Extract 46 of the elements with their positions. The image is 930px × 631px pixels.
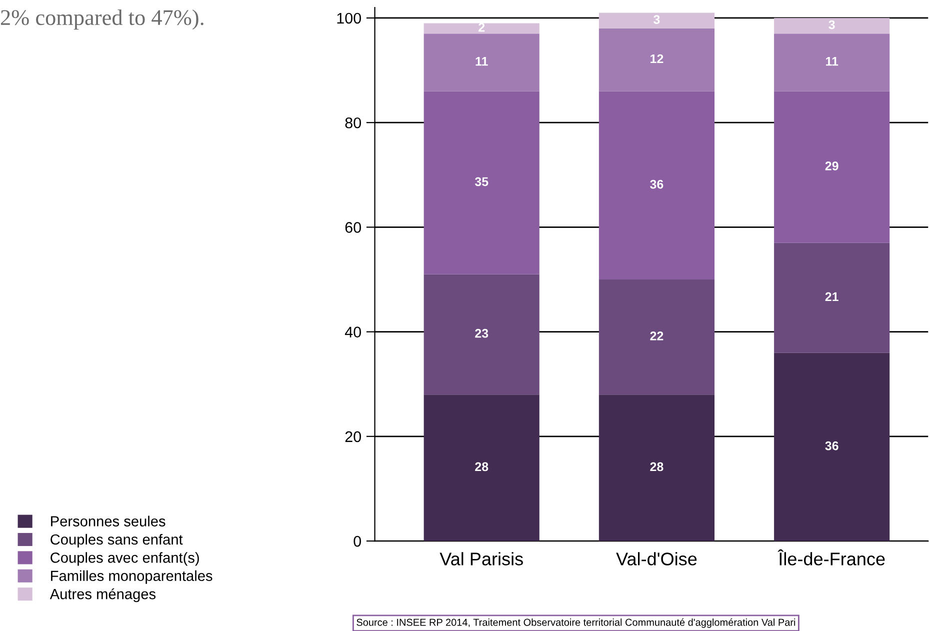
data-label: 3: [828, 20, 835, 30]
x-tick-label: Val-d'Oise: [616, 552, 697, 566]
x-tick-label: Île-de-France: [778, 549, 885, 566]
y-tick-label: 0: [354, 536, 361, 547]
legend-label: Personnes seules: [51, 516, 166, 526]
bar: [424, 274, 540, 395]
bar: [424, 34, 540, 92]
data-label: 36: [650, 180, 664, 189]
y-tick-label: 100: [337, 12, 361, 24]
data-label: 29: [825, 162, 838, 170]
bar: [774, 352, 890, 542]
bar: [424, 23, 540, 34]
data-label: 28: [475, 462, 488, 472]
bar: [424, 91, 540, 274]
data-label: 23: [475, 328, 488, 338]
bar: [774, 242, 890, 353]
source-note: Source : INSEE RP 2014, Traitement Observatoire territorial Communauté d'agglomération Val Pari: [356, 618, 796, 628]
data-label: 2: [478, 22, 485, 32]
bar: [424, 394, 540, 542]
x-tick-label: Val Parisis: [440, 552, 523, 566]
legend-label: Couples sans enfant: [50, 534, 183, 548]
data-label: 12: [650, 54, 664, 64]
data-label: 11: [826, 57, 838, 66]
bar: [598, 91, 715, 280]
data-label: 36: [825, 441, 838, 450]
data-label: 22: [650, 332, 664, 340]
data-label: 3: [654, 15, 660, 24]
data-label: 21: [825, 292, 838, 302]
bar: [598, 12, 715, 28]
bar: [598, 394, 715, 542]
legend-label: Familles monoparentales: [51, 570, 212, 584]
legend-label: Autres ménages: [50, 588, 156, 602]
y-tick-label: 60: [345, 222, 361, 233]
bar: [598, 28, 715, 92]
y-tick-label: 40: [344, 326, 361, 338]
y-tick-label: 20: [345, 431, 361, 442]
bar: [774, 34, 890, 92]
bar: [774, 18, 890, 34]
y-tick-label: 80: [345, 117, 361, 128]
bar: [774, 91, 890, 243]
data-label: 28: [650, 462, 664, 472]
text: 2% compared to 47%).: [0, 9, 204, 30]
legend-label: Couples avec enfant(s): [50, 552, 199, 566]
data-label: 11: [476, 57, 488, 66]
bar: [598, 279, 715, 395]
data-label: 35: [474, 177, 488, 186]
